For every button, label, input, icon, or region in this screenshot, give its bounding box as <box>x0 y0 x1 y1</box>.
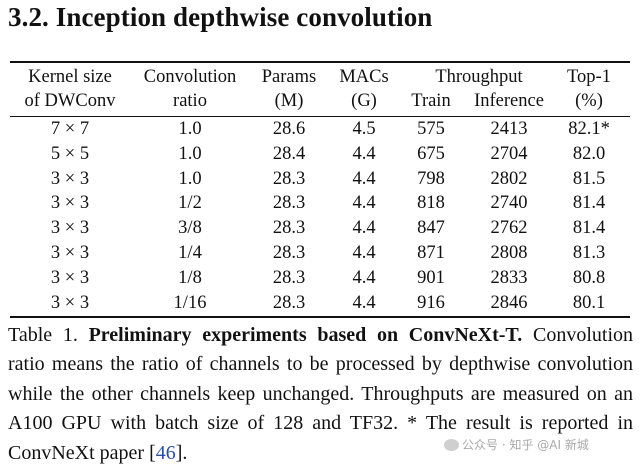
cell-kernel: 3 × 3 <box>50 243 90 263</box>
cell-params: 28.3 <box>272 267 306 288</box>
cell-top1: 82.0 <box>572 143 606 164</box>
header-top1-line2: (%) <box>575 91 603 111</box>
cell-macs: 4.5 <box>352 119 376 139</box>
cell-macs: 4.4 <box>352 143 376 164</box>
cell-ratio: 1.0 <box>178 168 202 189</box>
cell-kernel: 3 × 3 <box>50 168 90 189</box>
cell-kernel: 3 × 3 <box>50 267 90 288</box>
section-heading: 3.2. Inception depthwise convolution <box>8 2 433 32</box>
cell-kernel: 5 × 5 <box>50 143 90 164</box>
cell-train: 575 <box>417 119 445 139</box>
cell-macs: 4.4 <box>352 292 376 313</box>
cell-params: 28.6 <box>272 119 306 139</box>
cell-top1: 81.4 <box>572 218 606 239</box>
cell-train: 871 <box>417 243 445 263</box>
cell-top1: 82.1* <box>568 119 610 139</box>
header-macs-line1: MACs <box>339 67 389 87</box>
cell-kernel: 3 × 3 <box>50 218 90 239</box>
cell-inference: 2740 <box>490 193 528 214</box>
cell-train: 798 <box>417 168 445 189</box>
cell-ratio: 1/4 <box>178 243 202 263</box>
citation-link[interactable]: 46 <box>155 441 176 464</box>
cell-top1: 80.1 <box>572 292 606 313</box>
cell-top1: 81.4 <box>572 193 606 214</box>
table-body: 7 × 7 1.0 28.6 4.5 575 2413 82.1* 5 × 5 1.0 28.4 4… <box>10 117 630 316</box>
header-ratio-line2: ratio <box>173 91 207 111</box>
header-ratio-line1: Convolution <box>143 67 237 87</box>
cell-inference: 2762 <box>490 218 528 239</box>
cell-top1: 81.5 <box>572 168 606 189</box>
cell-ratio: 1/8 <box>178 267 202 288</box>
header-macs-line2: (G) <box>351 91 377 111</box>
cell-train: 901 <box>417 267 445 288</box>
table-header: Kernel size of DWConv Convolution ratio … <box>10 63 630 117</box>
cell-ratio: 3/8 <box>178 218 202 239</box>
cell-ratio: 1/2 <box>178 193 202 214</box>
cell-macs: 4.4 <box>352 218 376 239</box>
cell-train: 818 <box>417 193 445 214</box>
cell-kernel: 3 × 3 <box>50 292 90 313</box>
cell-params: 28.4 <box>272 143 306 164</box>
cell-inference: 2833 <box>490 267 528 288</box>
caption-end: ]. <box>175 441 188 464</box>
cell-macs: 4.4 <box>352 168 376 189</box>
header-train: Train <box>411 91 451 111</box>
cell-top1: 80.8 <box>572 267 606 288</box>
cell-inference: 2846 <box>490 292 528 313</box>
cell-inference: 2808 <box>490 243 528 263</box>
cell-macs: 4.4 <box>352 267 376 288</box>
header-kernel-line2: of DWConv <box>24 91 116 111</box>
caption-title: Preliminary experiments based on ConvNeX… <box>88 324 523 346</box>
cell-train: 675 <box>417 143 445 164</box>
cell-ratio: 1.0 <box>178 143 202 164</box>
cell-macs: 4.4 <box>352 243 376 263</box>
watermark-text: 公众号 · 知乎 @AI 新城 <box>462 438 589 452</box>
watermark: 公众号 · 知乎 @AI 新城 <box>444 436 589 453</box>
cell-top1: 81.3 <box>572 243 606 263</box>
cell-params: 28.3 <box>272 218 306 239</box>
cell-macs: 4.4 <box>352 193 376 214</box>
header-top1-line1: Top-1 <box>567 67 611 87</box>
cell-params: 28.3 <box>272 292 306 313</box>
cell-ratio: 1.0 <box>178 119 202 139</box>
header-params-line2: (M) <box>274 91 304 111</box>
cell-params: 28.3 <box>272 168 306 189</box>
caption-label: Table 1. <box>8 324 78 346</box>
caption-text: Convolution ratio means the ratio of cha… <box>8 324 634 464</box>
header-throughput: Throughput <box>435 67 523 87</box>
header-params-line1: Params <box>261 67 317 87</box>
results-table: Kernel size of DWConv Convolution ratio … <box>10 61 630 318</box>
cell-train: 847 <box>417 218 445 239</box>
cell-params: 28.3 <box>272 193 306 214</box>
header-kernel-line1: Kernel size <box>28 67 112 87</box>
cell-kernel: 7 × 7 <box>50 119 90 139</box>
wechat-icon <box>444 439 459 451</box>
cell-inference: 2413 <box>490 119 528 139</box>
cell-ratio: 1/16 <box>173 292 207 313</box>
cell-params: 28.3 <box>272 243 306 263</box>
cell-kernel: 3 × 3 <box>50 193 90 214</box>
cell-inference: 2704 <box>490 143 528 164</box>
table-caption: Table 1. Preliminary experiments based o… <box>8 321 633 468</box>
cell-train: 916 <box>417 292 445 313</box>
header-inference: Inference <box>474 91 544 111</box>
cell-inference: 2802 <box>490 168 528 189</box>
